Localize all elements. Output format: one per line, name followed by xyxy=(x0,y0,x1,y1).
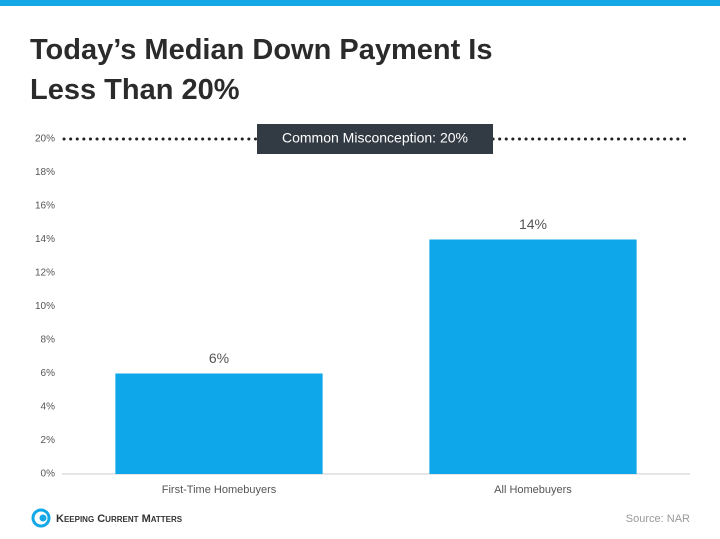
x-tick-label: First-Time Homebuyers xyxy=(162,484,277,496)
y-tick-label: 16% xyxy=(35,201,55,212)
y-tick-label: 20% xyxy=(35,134,55,145)
y-tick-label: 8% xyxy=(41,335,56,346)
bar xyxy=(115,373,323,474)
y-tick-label: 18% xyxy=(35,167,55,178)
y-tick-label: 10% xyxy=(35,301,55,312)
source: Source: NAR xyxy=(626,513,690,525)
bar xyxy=(429,239,637,474)
top-strip xyxy=(0,0,720,6)
y-tick-label: 0% xyxy=(41,469,56,480)
logo-text: Keeping Current Matters xyxy=(56,513,183,525)
y-tick-label: 2% xyxy=(41,435,56,446)
logo-icon xyxy=(31,508,51,528)
x-tick-label: All Homebuyers xyxy=(494,484,572,496)
annotation-box xyxy=(257,124,493,154)
y-tick-label: 6% xyxy=(41,368,56,379)
y-tick-label: 14% xyxy=(35,234,55,245)
y-tick-label: 12% xyxy=(35,268,55,279)
value-label: 14% xyxy=(519,216,547,232)
value-label: 6% xyxy=(209,350,229,366)
annotation-label: Common Misconception: 20% xyxy=(282,130,468,146)
chart-title: Today’s Median Down Payment Is Less Than… xyxy=(30,34,493,106)
y-tick-label: 4% xyxy=(41,402,56,413)
